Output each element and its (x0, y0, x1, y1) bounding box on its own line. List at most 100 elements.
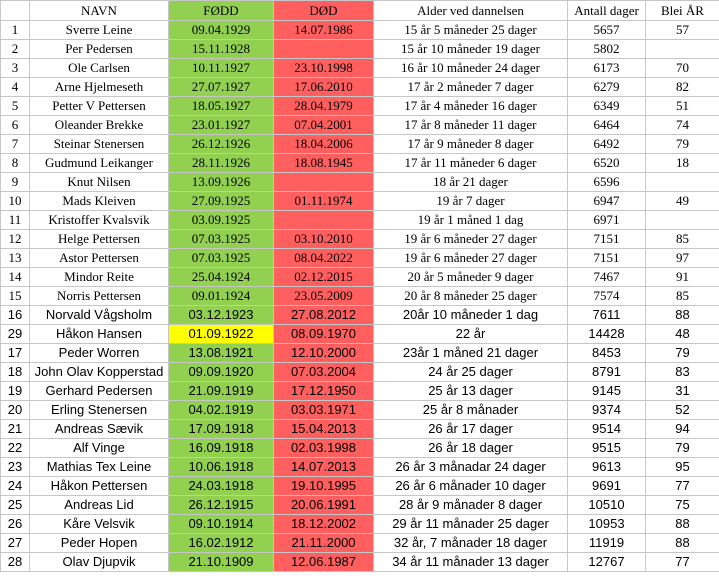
age-years-cell[interactable]: 77 (645, 552, 719, 572)
age-at-formation-cell[interactable]: 26 år 18 dager (373, 438, 568, 458)
age-at-formation-cell[interactable]: 19 år 1 måned 1 dag (373, 210, 568, 230)
age-years-cell[interactable]: 52 (645, 400, 719, 420)
age-at-formation-cell[interactable]: 20år 10 måneder 1 dag (373, 305, 568, 325)
death-date-cell[interactable]: 18.12.2002 (273, 514, 374, 534)
death-date-cell[interactable]: 18.04.2006 (273, 134, 374, 154)
age-years-cell[interactable]: 31 (645, 381, 719, 401)
born-date-cell[interactable]: 09.04.1929 (168, 20, 274, 40)
death-date-cell[interactable]: 07.04.2001 (273, 115, 374, 135)
born-date-cell[interactable]: 01.09.1922 (168, 324, 274, 344)
age-at-formation-cell[interactable]: 19 år 7 dager (373, 191, 568, 211)
death-date-cell[interactable]: 03.10.2010 (273, 229, 374, 249)
born-date-cell[interactable]: 04.02.1919 (168, 400, 274, 420)
death-date-cell[interactable] (273, 39, 374, 59)
row-number-cell[interactable]: 9 (0, 172, 30, 192)
row-number-cell[interactable]: 22 (0, 438, 30, 458)
age-years-cell[interactable]: 18 (645, 153, 719, 173)
name-cell[interactable]: Mathias Tex Leine (29, 457, 169, 477)
row-number-cell[interactable]: 14 (0, 267, 30, 287)
age-at-formation-cell[interactable]: 25 år 8 månader (373, 400, 568, 420)
name-cell[interactable]: Håkon Hansen (29, 324, 169, 344)
row-number-cell[interactable]: 23 (0, 457, 30, 477)
death-date-cell[interactable]: 02.12.2015 (273, 267, 374, 287)
age-at-formation-cell[interactable]: 15 år 5 måneder 25 dager (373, 20, 568, 40)
day-count-cell[interactable]: 7151 (567, 229, 646, 249)
age-years-cell[interactable]: 77 (645, 476, 719, 496)
death-date-cell[interactable]: 08.04.2022 (273, 248, 374, 268)
born-date-cell[interactable]: 15.11.1928 (168, 39, 274, 59)
age-at-formation-cell[interactable]: 16 år 10 måneder 24 dager (373, 58, 568, 78)
death-date-cell[interactable]: 27.08.2012 (273, 305, 374, 325)
row-number-cell[interactable]: 16 (0, 305, 30, 325)
age-at-formation-cell[interactable]: 24 år 25 dager (373, 362, 568, 382)
born-date-cell[interactable]: 13.09.1926 (168, 172, 274, 192)
name-cell[interactable]: Norvald Vågsholm (29, 305, 169, 325)
born-date-cell[interactable]: 25.04.1924 (168, 267, 274, 287)
row-number-cell[interactable]: 13 (0, 248, 30, 268)
age-at-formation-cell[interactable]: 19 år 6 måneder 27 dager (373, 248, 568, 268)
age-years-cell[interactable]: 88 (645, 305, 719, 325)
name-cell[interactable]: Norris Pettersen (29, 286, 169, 306)
death-date-cell[interactable]: 02.03.1998 (273, 438, 374, 458)
row-number-cell[interactable]: 4 (0, 77, 30, 97)
age-at-formation-cell[interactable]: 26 år 6 månader 10 dager (373, 476, 568, 496)
day-count-cell[interactable]: 7467 (567, 267, 646, 287)
name-cell[interactable]: Oleander Brekke (29, 115, 169, 135)
age-years-cell[interactable]: 85 (645, 229, 719, 249)
death-date-cell[interactable]: 12.10.2000 (273, 343, 374, 363)
name-cell[interactable]: Ole Carlsen (29, 58, 169, 78)
day-count-cell[interactable]: 9374 (567, 400, 646, 420)
age-at-formation-cell[interactable]: 26 år 17 dager (373, 419, 568, 439)
row-number-cell[interactable]: 28 (0, 552, 30, 572)
header-days[interactable]: Antall dager (567, 0, 646, 21)
name-cell[interactable]: Andreas Lid (29, 495, 169, 515)
born-date-cell[interactable]: 07.03.1925 (168, 248, 274, 268)
age-years-cell[interactable]: 94 (645, 419, 719, 439)
age-years-cell[interactable]: 57 (645, 20, 719, 40)
age-years-cell[interactable]: 97 (645, 248, 719, 268)
age-at-formation-cell[interactable]: 19 år 6 måneder 27 dager (373, 229, 568, 249)
death-date-cell[interactable]: 01.11.1974 (273, 191, 374, 211)
age-at-formation-cell[interactable]: 32 år, 7 månader 18 dager (373, 533, 568, 553)
death-date-cell[interactable]: 14.07.2013 (273, 457, 374, 477)
name-cell[interactable]: Peder Hopen (29, 533, 169, 553)
day-count-cell[interactable]: 6349 (567, 96, 646, 116)
row-number-cell[interactable]: 3 (0, 58, 30, 78)
name-cell[interactable]: Erling Stenersen (29, 400, 169, 420)
day-count-cell[interactable]: 6971 (567, 210, 646, 230)
row-number-cell[interactable]: 25 (0, 495, 30, 515)
header-died[interactable]: DØD (273, 0, 374, 21)
name-cell[interactable]: Andreas Sævik (29, 419, 169, 439)
row-number-cell[interactable]: 17 (0, 343, 30, 363)
age-at-formation-cell[interactable]: 17 år 11 måneder 6 dager (373, 153, 568, 173)
death-date-cell[interactable]: 17.12.1950 (273, 381, 374, 401)
death-date-cell[interactable]: 14.07.1986 (273, 20, 374, 40)
row-number-cell[interactable]: 21 (0, 419, 30, 439)
death-date-cell[interactable]: 19.10.1995 (273, 476, 374, 496)
death-date-cell[interactable]: 03.03.1971 (273, 400, 374, 420)
death-date-cell[interactable]: 18.08.1945 (273, 153, 374, 173)
age-at-formation-cell[interactable]: 29 år 11 månader 25 dager (373, 514, 568, 534)
born-date-cell[interactable]: 27.09.1925 (168, 191, 274, 211)
age-at-formation-cell[interactable]: 34 år 11 månader 13 dager (373, 552, 568, 572)
name-cell[interactable]: Håkon Pettersen (29, 476, 169, 496)
age-at-formation-cell[interactable]: 28 år 9 månader 8 dager (373, 495, 568, 515)
name-cell[interactable]: Peder Worren (29, 343, 169, 363)
name-cell[interactable]: Helge Pettersen (29, 229, 169, 249)
age-at-formation-cell[interactable]: 17 år 9 måneder 8 dager (373, 134, 568, 154)
death-date-cell[interactable]: 07.03.2004 (273, 362, 374, 382)
age-years-cell[interactable]: 79 (645, 343, 719, 363)
name-cell[interactable]: Kåre Velsvik (29, 514, 169, 534)
death-date-cell[interactable]: 23.05.2009 (273, 286, 374, 306)
row-number-cell[interactable]: 1 (0, 20, 30, 40)
born-date-cell[interactable]: 10.06.1918 (168, 457, 274, 477)
day-count-cell[interactable]: 6596 (567, 172, 646, 192)
born-date-cell[interactable]: 03.09.1925 (168, 210, 274, 230)
born-date-cell[interactable]: 21.10.1909 (168, 552, 274, 572)
born-date-cell[interactable]: 09.09.1920 (168, 362, 274, 382)
day-count-cell[interactable]: 8791 (567, 362, 646, 382)
row-number-cell[interactable]: 2 (0, 39, 30, 59)
born-date-cell[interactable]: 17.09.1918 (168, 419, 274, 439)
header-age-years[interactable]: Blei ÅR (645, 0, 719, 21)
day-count-cell[interactable]: 12767 (567, 552, 646, 572)
